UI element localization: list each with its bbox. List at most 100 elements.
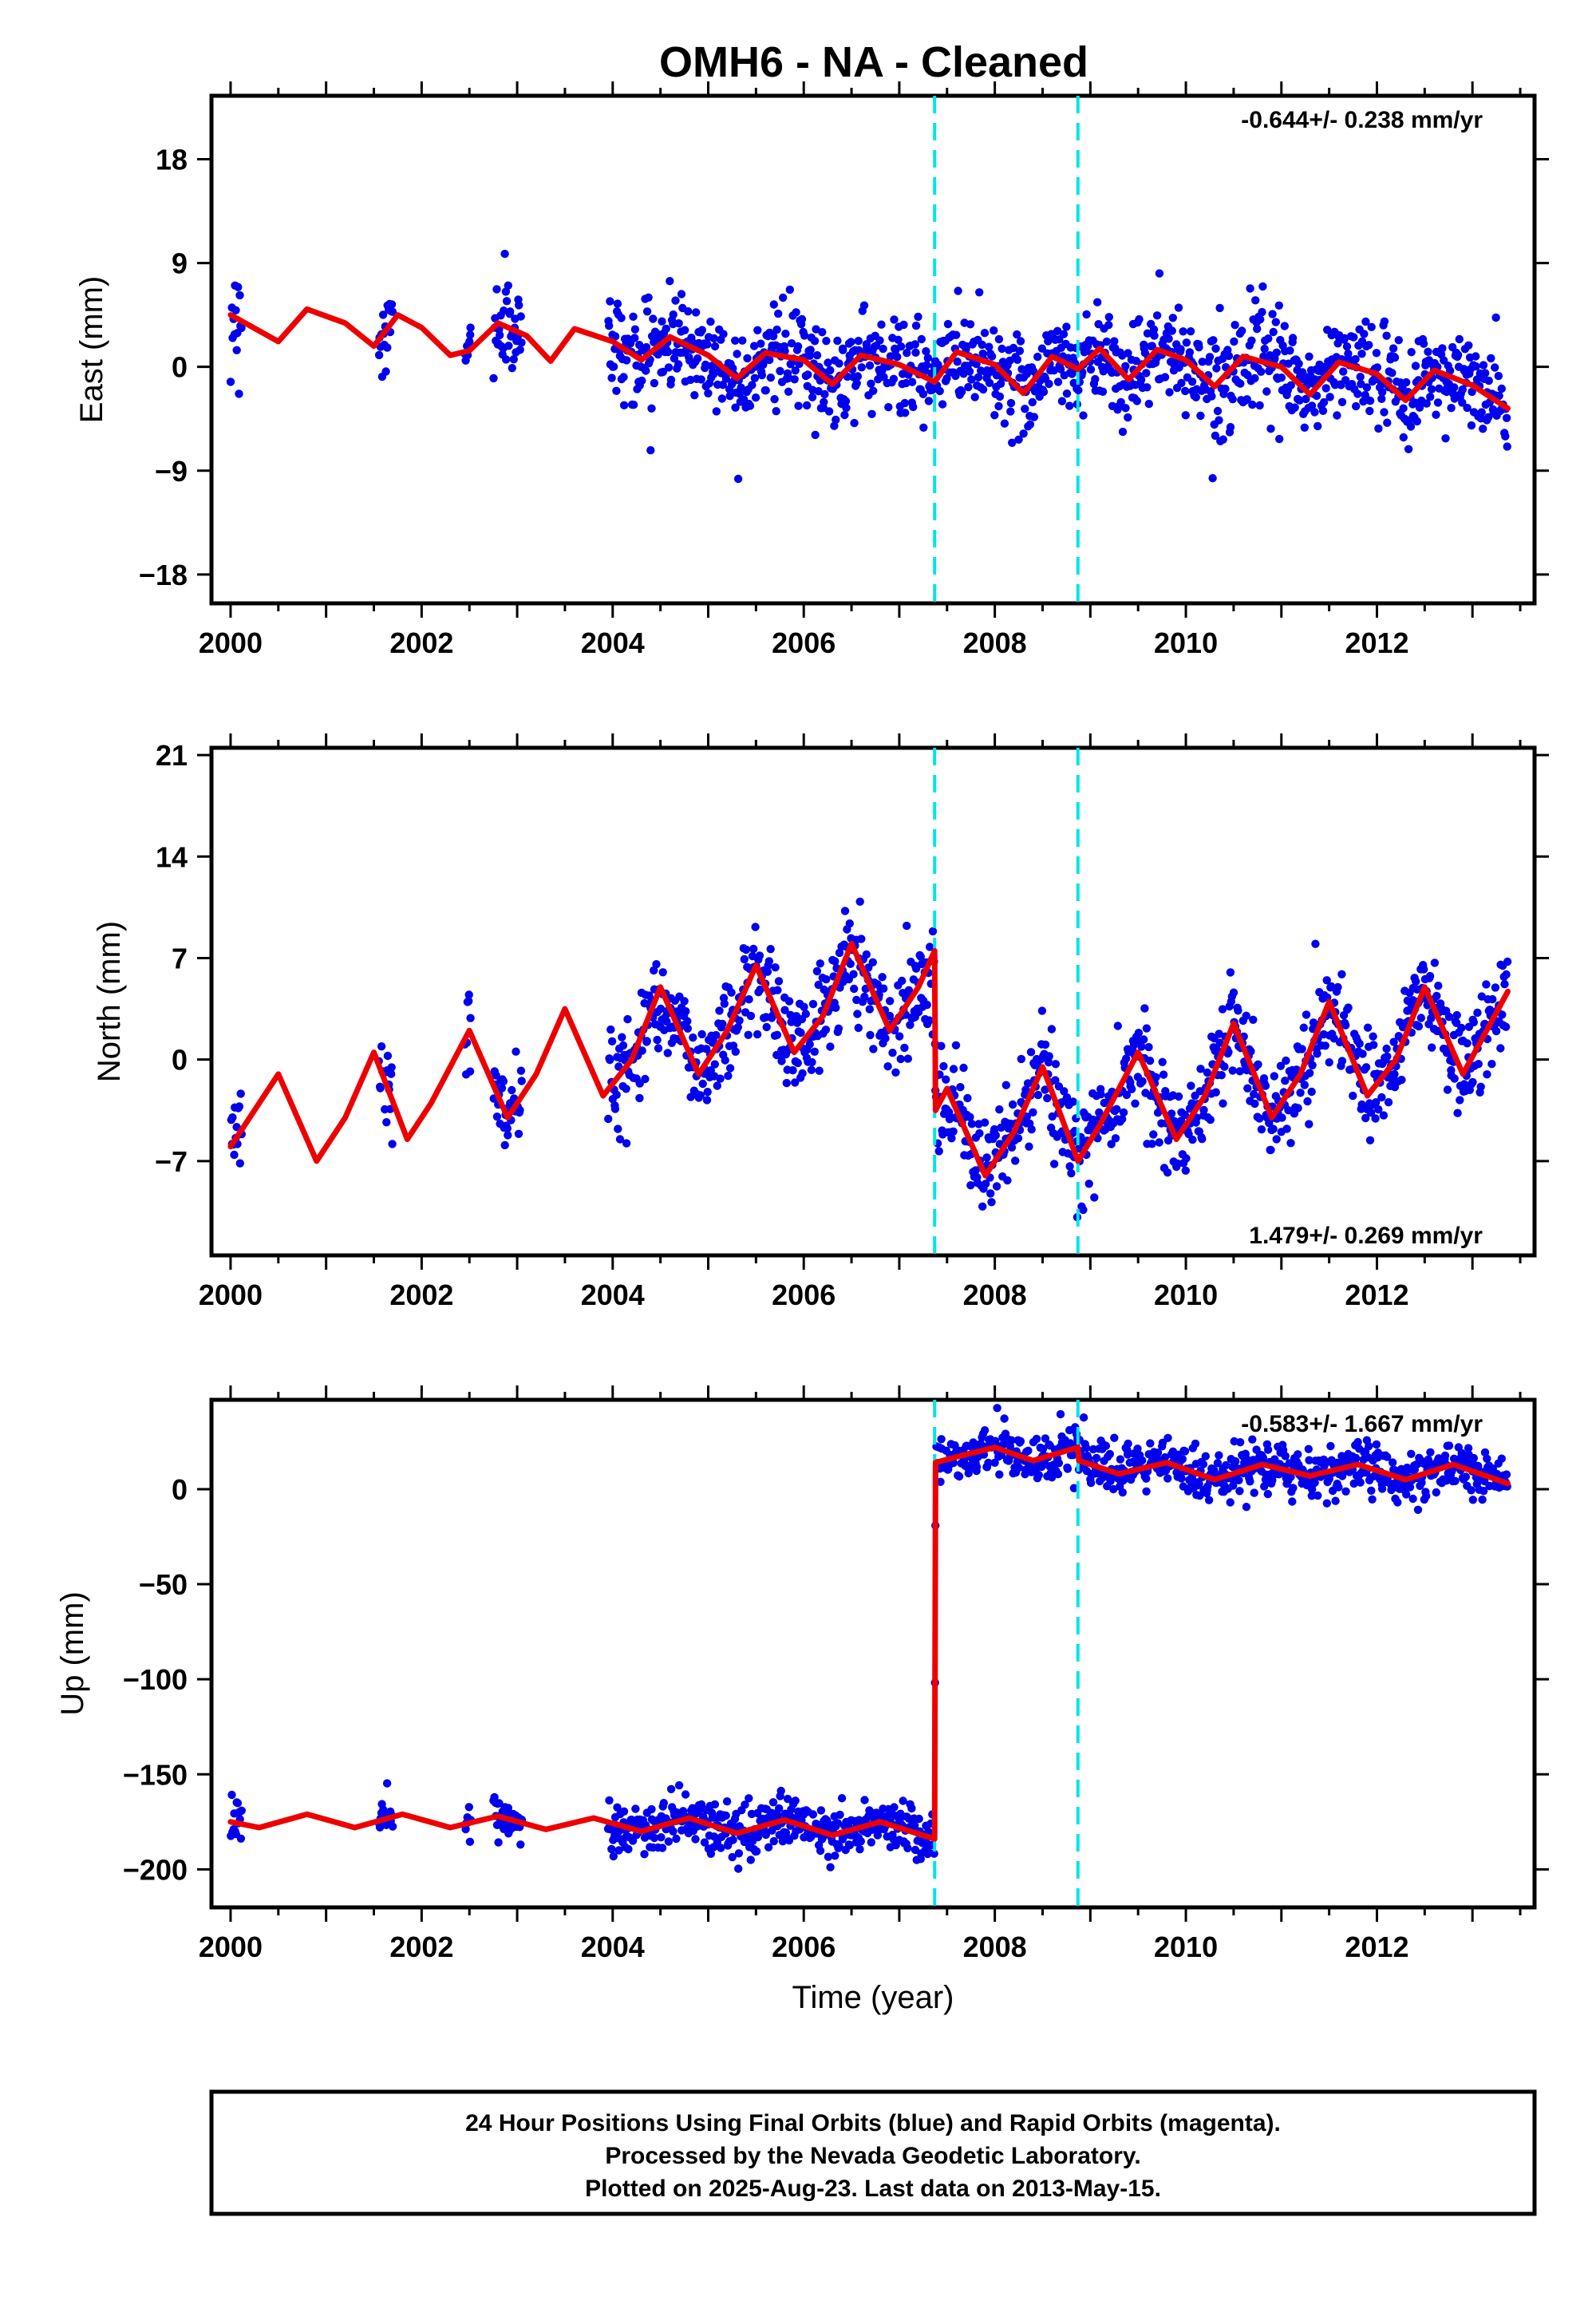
east-data-point-123: [642, 366, 650, 375]
east-data-point-73: [516, 346, 524, 354]
up-data-point-942: [1294, 1450, 1302, 1459]
up-data-point-983: [1326, 1441, 1335, 1451]
east-data-point-646: [1057, 397, 1067, 405]
up-data-point-778: [1163, 1474, 1172, 1483]
north-data-point-318: [796, 1028, 805, 1037]
east-data-point-1054: [1383, 418, 1392, 427]
east-data-point-1173: [1477, 408, 1486, 417]
north-x-tick-label-1: 2002: [389, 1279, 453, 1311]
east-data-point-63: [508, 364, 516, 373]
east-data-point-10: [235, 389, 243, 398]
up-data-point-978: [1322, 1499, 1332, 1508]
north-data-point-672: [1079, 1205, 1088, 1215]
up-data-point-142: [657, 1833, 666, 1842]
east-data-point-312: [792, 308, 800, 317]
up-data-point-146: [659, 1799, 668, 1808]
north-data-point-484: [928, 927, 938, 936]
east-data-point-244: [738, 336, 747, 345]
up-data-point-1048: [1377, 1484, 1387, 1493]
east-data-point-110: [630, 325, 640, 334]
east-data-point-409: [869, 386, 878, 395]
up-data-point-706: [1105, 1449, 1115, 1459]
east-data-point-802: [1182, 338, 1191, 347]
up-data-point-1153: [1461, 1472, 1471, 1481]
up-data-point-779: [1163, 1433, 1172, 1443]
east-data-point-652: [1062, 389, 1072, 398]
north-data-point-1179: [1483, 1070, 1491, 1079]
east-data-point-743: [1135, 314, 1144, 324]
north-data-point-11: [235, 1159, 244, 1168]
east-data-point-243: [737, 383, 745, 392]
east-y-tick-label-2: 0: [172, 351, 188, 384]
east-data-point-759: [1148, 342, 1157, 350]
east-data-point-745: [1136, 375, 1146, 384]
north-data-point-71: [514, 1129, 523, 1139]
up-data-point-352: [824, 1852, 833, 1861]
up-data-point-1198: [1497, 1454, 1507, 1463]
up-data-point-392: [855, 1845, 864, 1854]
north-data-point-1063: [1390, 1069, 1399, 1079]
up-data-point-900: [1260, 1482, 1269, 1491]
north-data-point-12: [236, 1089, 245, 1098]
up-data-point-756: [1146, 1439, 1155, 1448]
east-y-tick-label-4: 18: [156, 144, 188, 176]
east-data-point-108: [629, 401, 638, 409]
north-data-point-342: [816, 959, 824, 968]
north-data-point-1172: [1476, 1082, 1485, 1092]
east-data-point-348: [820, 389, 829, 399]
up-data-point-74: [516, 1840, 525, 1849]
east-data-point-188: [693, 354, 702, 363]
north-data-point-901: [1261, 1081, 1270, 1090]
east-data-point-449: [901, 409, 910, 417]
east-data-point-687: [1091, 374, 1100, 384]
north-data-point-861: [1229, 988, 1238, 997]
up-data-point-905: [1263, 1445, 1273, 1454]
up-data-point-885: [1248, 1435, 1257, 1444]
up-data-point-364: [833, 1819, 843, 1828]
east-data-point-1062: [1389, 344, 1398, 353]
up-data-point-284: [769, 1836, 778, 1846]
up-data-point-752: [1142, 1487, 1151, 1496]
east-data-point-388: [852, 379, 861, 388]
up-x-tick-label-1: 2002: [389, 1931, 453, 1963]
north-data-point-773: [1159, 1070, 1168, 1079]
up-data-point-653: [1063, 1464, 1073, 1473]
up-data-point-255: [746, 1856, 755, 1864]
north-data-point-933: [1286, 1139, 1295, 1148]
east-data-point-30: [387, 300, 397, 309]
north-data-point-527: [963, 1093, 972, 1103]
north-data-point-602: [1022, 1113, 1032, 1121]
east-data-point-362: [832, 415, 840, 425]
north-data-point-392: [855, 897, 864, 907]
up-data-point-80: [607, 1844, 616, 1854]
east-data-point-894: [1255, 401, 1264, 410]
up-data-point-1174: [1478, 1495, 1487, 1504]
east-data-point-582: [1006, 398, 1016, 408]
up-data-point-729: [1124, 1439, 1132, 1448]
east-data-point-345: [818, 328, 827, 337]
east-data-point-546: [978, 350, 987, 358]
up-data-point-240: [734, 1849, 744, 1858]
north-y-label: North (mm): [92, 921, 127, 1082]
north-data-point-966: [1313, 1049, 1321, 1058]
north-x-tick-label-4: 2008: [963, 1279, 1027, 1311]
east-data-point-910: [1268, 310, 1277, 318]
north-data-point-308: [788, 1065, 797, 1075]
east-data-point-891: [1253, 324, 1262, 334]
east-data-point-78: [606, 297, 614, 306]
north-data-point-1110: [1428, 1043, 1436, 1052]
east-data-point-422: [879, 373, 888, 381]
east-data-point-554: [985, 342, 994, 351]
east-data-point-851: [1221, 385, 1230, 393]
east-data-point-124: [642, 342, 651, 352]
up-data-point-1: [227, 1790, 236, 1800]
east-data-point-1041: [1372, 349, 1381, 358]
up-data-point-975: [1320, 1461, 1329, 1471]
east-data-point-381: [847, 338, 855, 346]
north-data-point-604: [1025, 1142, 1033, 1151]
up-data-point-823: [1199, 1460, 1208, 1468]
east-data-point-785: [1168, 314, 1178, 322]
up-data-point-1041: [1372, 1440, 1381, 1449]
east-data-point-740: [1132, 397, 1142, 405]
north-data-point-847: [1218, 1005, 1227, 1014]
